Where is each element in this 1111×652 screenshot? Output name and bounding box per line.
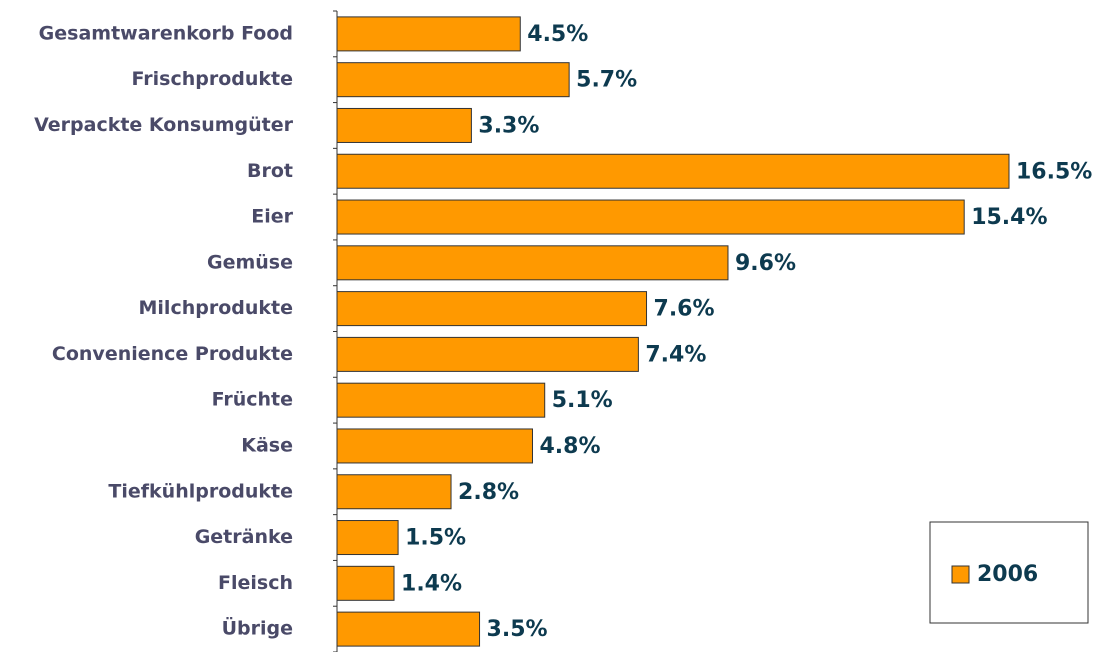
value-label: 5.1% <box>552 388 613 413</box>
category-label: Brot <box>247 160 293 182</box>
bar <box>336 474 452 510</box>
category-label: Frischprodukte <box>132 68 294 90</box>
bar <box>336 199 965 235</box>
category-label: Früchte <box>212 389 293 411</box>
bar <box>336 291 648 327</box>
legend-label: 2006 <box>977 562 1038 587</box>
bar <box>336 107 472 143</box>
value-label: 3.3% <box>478 113 539 138</box>
value-label: 16.5% <box>1016 159 1092 184</box>
legend-swatch <box>951 565 970 584</box>
bar <box>336 565 395 601</box>
bar <box>336 428 533 464</box>
bar <box>336 62 570 98</box>
bar <box>336 611 481 647</box>
bar <box>336 336 639 372</box>
value-label: 15.4% <box>971 205 1047 230</box>
category-label: Convenience Produkte <box>52 343 293 365</box>
category-label: Tiefkühlprodukte <box>108 480 293 502</box>
category-label: Verpackte Konsumgüter <box>34 114 294 136</box>
bar <box>336 16 521 52</box>
value-label: 2.8% <box>458 480 519 505</box>
category-label: Milchprodukte <box>139 297 293 319</box>
value-label: 4.8% <box>539 434 600 459</box>
value-label: 9.6% <box>735 251 796 276</box>
value-label: 5.7% <box>576 68 637 93</box>
category-label: Eier <box>251 206 293 228</box>
value-label: 7.6% <box>654 297 715 322</box>
bar <box>336 153 1010 189</box>
category-label: Übrige <box>222 616 293 640</box>
category-label: Gesamtwarenkorb Food <box>39 22 293 44</box>
value-label: 1.5% <box>405 526 466 551</box>
bar <box>336 520 399 556</box>
category-label: Fleisch <box>218 572 293 594</box>
bar <box>336 382 546 418</box>
category-label: Getränke <box>195 526 293 548</box>
category-label: Gemüse <box>207 251 293 273</box>
value-label: 3.5% <box>487 617 548 642</box>
bar <box>336 245 729 281</box>
value-label: 1.4% <box>401 571 462 596</box>
category-label: Käse <box>241 434 293 456</box>
value-label: 7.4% <box>645 342 706 367</box>
value-label: 4.5% <box>527 22 588 47</box>
